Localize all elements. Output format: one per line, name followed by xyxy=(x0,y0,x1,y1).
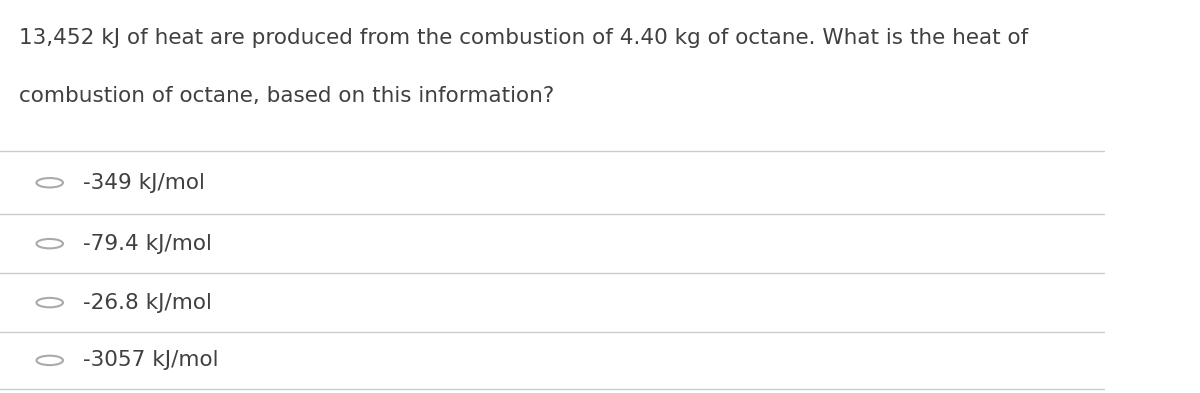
Text: 13,452 kJ of heat are produced from the combustion of 4.40 kg of octane. What is: 13,452 kJ of heat are produced from the … xyxy=(19,28,1028,48)
Text: -349 kJ/mol: -349 kJ/mol xyxy=(83,173,205,193)
Text: -26.8 kJ/mol: -26.8 kJ/mol xyxy=(83,293,211,312)
Text: combustion of octane, based on this information?: combustion of octane, based on this info… xyxy=(19,86,554,107)
Text: -79.4 kJ/mol: -79.4 kJ/mol xyxy=(83,234,211,253)
Text: -3057 kJ/mol: -3057 kJ/mol xyxy=(83,351,218,370)
